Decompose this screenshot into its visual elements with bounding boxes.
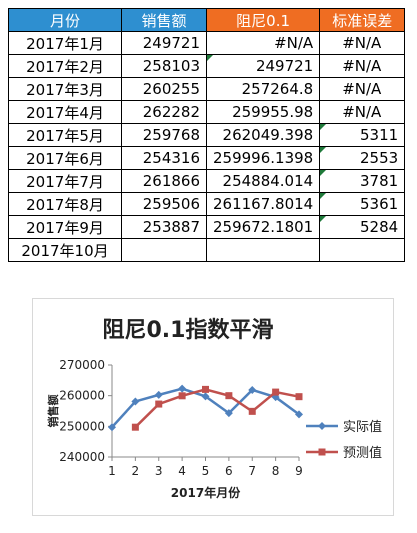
cell-std-error[interactable]: #N/A bbox=[319, 77, 406, 101]
point-forecast bbox=[248, 407, 256, 415]
cell-std-error[interactable]: #N/A bbox=[319, 100, 406, 124]
cell-sales[interactable]: 253887 bbox=[121, 215, 207, 239]
cell-month[interactable]: 2017年2月 bbox=[8, 54, 122, 78]
point-forecast bbox=[295, 393, 303, 401]
cell-damping[interactable]: 259996.1398 bbox=[205, 146, 321, 170]
table-header-row: 月份 销售额 阻尼0.1 标准误差 bbox=[8, 8, 406, 32]
table-row: 2017年7月 261866 254884.014 3781 bbox=[8, 169, 406, 193]
point-actual bbox=[131, 397, 140, 406]
legend-marker-forecast bbox=[318, 448, 326, 456]
cell-damping[interactable] bbox=[205, 238, 321, 262]
cell-month[interactable]: 2017年5月 bbox=[8, 123, 122, 147]
y-axis-title: 销售额 bbox=[46, 395, 60, 428]
cell-sales[interactable]: 254316 bbox=[121, 146, 207, 170]
cell-month[interactable]: 2017年3月 bbox=[8, 77, 122, 101]
point-actual bbox=[295, 410, 303, 419]
x-tick-label: 6 bbox=[225, 464, 233, 478]
table-row: 2017年9月 253887 259672.1801 5284 bbox=[8, 215, 406, 239]
table-row: 2017年2月 258103 249721 #N/A bbox=[8, 54, 406, 78]
cell-month[interactable]: 2017年1月 bbox=[8, 31, 122, 55]
cell-sales[interactable]: 261866 bbox=[121, 169, 207, 193]
cell-sales[interactable]: 259506 bbox=[121, 192, 207, 216]
cell-month[interactable]: 2017年7月 bbox=[8, 169, 122, 193]
x-tick-label: 3 bbox=[155, 464, 163, 478]
cell-std-error[interactable]: 5311 bbox=[319, 123, 406, 147]
cell-sales[interactable]: 259768 bbox=[121, 123, 207, 147]
cell-month[interactable]: 2017年6月 bbox=[8, 146, 122, 170]
cell-month[interactable]: 2017年10月 bbox=[8, 238, 122, 262]
legend-label-forecast: 预测值 bbox=[343, 445, 382, 461]
header-month[interactable]: 月份 bbox=[8, 8, 122, 32]
table-body: 2017年1月 249721 #N/A #N/A 2017年2月 258103 249721… bbox=[8, 31, 406, 262]
point-forecast bbox=[155, 400, 163, 408]
point-forecast bbox=[178, 392, 186, 400]
cell-damping[interactable]: 259955.98 bbox=[205, 100, 321, 124]
cell-damping[interactable]: 259672.1801 bbox=[205, 215, 321, 239]
point-forecast bbox=[272, 388, 280, 396]
cell-damping[interactable]: #N/A bbox=[205, 31, 321, 55]
series-line-forecast bbox=[134, 388, 300, 429]
cell-damping[interactable]: 262049.398 bbox=[205, 123, 321, 147]
point-actual bbox=[154, 390, 163, 399]
table-row: 2017年1月 249721 #N/A #N/A bbox=[8, 31, 406, 55]
cell-std-error[interactable]: 3781 bbox=[319, 169, 406, 193]
table-row: 2017年6月 254316 259996.1398 2553 bbox=[8, 146, 406, 170]
x-axis-title: 2017年月份 bbox=[171, 485, 241, 500]
cell-sales[interactable]: 258103 bbox=[121, 54, 207, 78]
cell-sales[interactable] bbox=[121, 238, 207, 262]
cell-damping[interactable]: 261167.8014 bbox=[205, 192, 321, 216]
header-damping[interactable]: 阻尼0.1 bbox=[205, 8, 321, 32]
cell-std-error[interactable]: 5361 bbox=[319, 192, 406, 216]
x-tick-label: 5 bbox=[202, 464, 210, 478]
cell-month[interactable]: 2017年4月 bbox=[8, 100, 122, 124]
y-tick-label: 260000 bbox=[59, 389, 105, 403]
data-table: 月份 销售额 阻尼0.1 标准误差 2017年1月 249721 #N/A #N/A 2… bbox=[8, 8, 406, 262]
y-tick-label: 270000 bbox=[59, 358, 105, 372]
cell-month[interactable]: 2017年8月 bbox=[8, 192, 122, 216]
cell-sales[interactable]: 260255 bbox=[121, 77, 207, 101]
cell-sales[interactable]: 262282 bbox=[121, 100, 207, 124]
y-tick-label: 250000 bbox=[59, 419, 105, 433]
table-row: 2017年5月 259768 262049.398 5311 bbox=[8, 123, 406, 147]
point-forecast bbox=[202, 385, 209, 393]
x-tick-label: 8 bbox=[272, 464, 280, 478]
cell-std-error[interactable]: 2553 bbox=[319, 146, 406, 170]
x-tick-label: 1 bbox=[108, 464, 116, 478]
cell-damping[interactable]: 257264.8 bbox=[205, 77, 321, 101]
cell-std-error[interactable]: 5284 bbox=[319, 215, 406, 239]
cell-std-error[interactable]: #N/A bbox=[319, 54, 406, 78]
cell-damping[interactable]: 249721 bbox=[205, 54, 321, 78]
point-actual bbox=[178, 384, 187, 393]
y-tick-label: 240000 bbox=[59, 450, 105, 464]
x-tick-label: 2 bbox=[132, 464, 140, 478]
header-std-error[interactable]: 标准误差 bbox=[319, 8, 406, 32]
table-row: 2017年3月 260255 257264.8 #N/A bbox=[8, 77, 406, 101]
table-row: 2017年10月 bbox=[8, 238, 406, 262]
x-tick-label: 4 bbox=[178, 464, 186, 478]
point-actual bbox=[108, 423, 116, 432]
cell-std-error[interactable] bbox=[319, 238, 406, 262]
x-tick-label: 7 bbox=[248, 464, 256, 478]
cell-std-error[interactable]: #N/A bbox=[319, 31, 406, 55]
x-tick-label: 9 bbox=[295, 464, 303, 478]
table-row: 2017年4月 262282 259955.98 #N/A bbox=[8, 100, 406, 124]
point-forecast bbox=[131, 423, 139, 431]
cell-sales[interactable]: 249721 bbox=[121, 31, 207, 55]
point-forecast bbox=[225, 392, 233, 400]
cell-damping[interactable]: 254884.014 bbox=[205, 169, 321, 193]
point-actual bbox=[224, 409, 233, 418]
chart-area[interactable]: 阻尼0.1指数平滑 240000 250000 260000 270000 1 2 3 4 5 6 7… bbox=[32, 298, 394, 516]
cell-month[interactable]: 2017年9月 bbox=[8, 215, 122, 239]
line-chart: 阻尼0.1指数平滑 240000 250000 260000 270000 1 2 3 4 5 6 7… bbox=[46, 317, 382, 500]
table-row: 2017年8月 259506 261167.8014 5361 bbox=[8, 192, 406, 216]
legend-label-actual: 实际值 bbox=[343, 419, 382, 435]
chart-title: 阻尼0.1指数平滑 bbox=[103, 317, 274, 343]
header-sales[interactable]: 销售额 bbox=[121, 8, 207, 32]
point-actual bbox=[201, 392, 210, 401]
point-actual bbox=[248, 385, 257, 394]
legend-marker-actual bbox=[318, 422, 326, 430]
